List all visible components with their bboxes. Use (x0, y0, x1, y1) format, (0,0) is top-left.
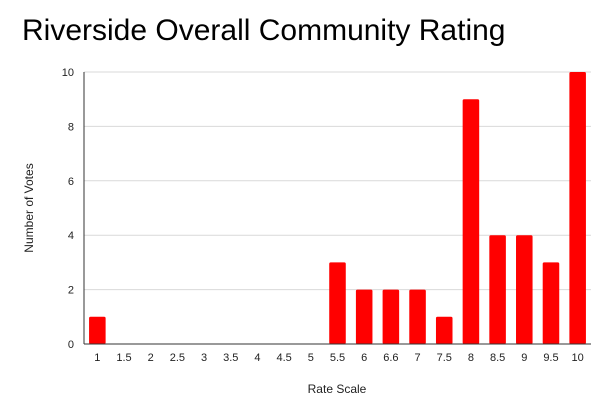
x-tick-label: 7 (414, 352, 420, 364)
x-tick-label: 9 (521, 352, 527, 364)
x-tick-label: 5 (308, 352, 314, 364)
chart-title: Riverside Overall Community Rating (22, 14, 506, 47)
x-tick-label: 9.5 (543, 352, 558, 364)
y-tick-labels: 0 2 4 6 8 10 (62, 67, 74, 351)
x-tick-label: 8.5 (490, 352, 505, 364)
axes (83, 72, 591, 345)
x-tick-label: 7.5 (437, 352, 452, 364)
bar (435, 316, 453, 344)
x-tick-label: 2.5 (170, 352, 185, 364)
x-tick-label: 10 (572, 352, 584, 364)
bar (329, 262, 346, 344)
bar (489, 235, 506, 344)
x-tick-label: 4.5 (276, 352, 291, 364)
x-tick-label: 6.6 (383, 352, 398, 364)
x-axis-title: Rate Scale (308, 382, 367, 396)
bar (355, 289, 373, 344)
x-tick-label: 2 (148, 352, 154, 364)
x-tick-label: 8 (468, 352, 474, 364)
y-tick-label: 6 (68, 176, 74, 188)
x-tick-label: 6 (361, 352, 367, 364)
y-tick-label: 8 (68, 121, 74, 133)
x-tick-label: 1 (94, 352, 100, 364)
x-tick-labels: 1 1.5 2 2.5 3 3.5 4 4.5 5 5.5 6 6.6 7 7.5 8 8.5 9 9.5 10 (94, 352, 584, 364)
x-tick-label: 5.5 (330, 352, 345, 364)
bar (516, 235, 533, 344)
y-tick-label: 2 (68, 285, 74, 297)
x-tick-label: 4 (254, 352, 260, 364)
bar (409, 289, 426, 344)
bar (569, 72, 586, 344)
bar (382, 289, 400, 344)
grid-lines (84, 71, 591, 291)
x-tick-label: 3 (201, 352, 207, 364)
x-tick-label: 3.5 (223, 352, 238, 364)
bars (89, 72, 586, 344)
bar (542, 262, 560, 344)
y-axis-title: Number of Votes (22, 163, 36, 252)
y-tick-label: 4 (68, 230, 74, 242)
x-tick-label: 1.5 (116, 352, 131, 364)
bar (89, 316, 106, 344)
y-tick-label: 10 (62, 67, 74, 79)
y-tick-label: 0 (68, 339, 74, 351)
bar (462, 99, 480, 344)
